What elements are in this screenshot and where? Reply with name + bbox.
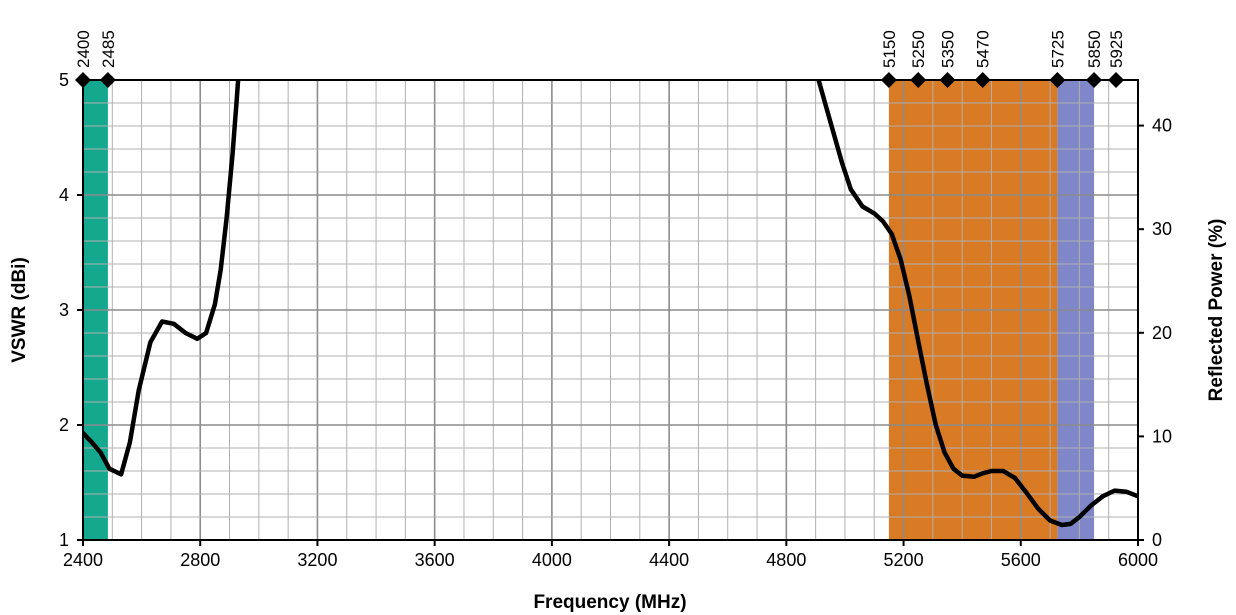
band-marker-diamond [974,72,991,88]
x-tick-label: 4800 [766,550,806,570]
band-marker-label: 2485 [99,30,118,68]
band-marker-label: 5850 [1085,30,1104,68]
y-tick-label: 4 [59,185,69,205]
band-marker-label: 5470 [974,30,993,68]
x-tick-label: 2400 [63,550,103,570]
x-axis-title: Frequency (MHz) [533,592,686,613]
band-marker-label: 5350 [939,30,958,68]
y-axis-title: VSWR (dBi) [9,257,30,363]
y2-tick-label: 10 [1152,426,1172,446]
series-lines [83,80,1138,528]
y-tick-label: 3 [59,300,69,320]
y-tick-label: 1 [59,530,69,550]
y2-tick-label: 0 [1152,530,1162,550]
y-tick-label: 5 [59,70,69,90]
vswr-line-segment-2 [816,80,1138,528]
x-tick-label: 4000 [532,550,572,570]
y-tick-label: 2 [59,415,69,435]
tick-labels: 2400 2800 3200 3600 4000 4400 4800 5200 5600 6000… [59,70,1172,570]
vswr-line-segment-1 [83,80,241,477]
band-marker-diamond [99,72,116,88]
band-marker-diamond [880,72,897,88]
band-marker-label: 5150 [880,30,899,68]
x-tick-label: 2800 [180,550,220,570]
y2-axis-title: Reflected Power (%) [1206,219,1227,402]
band-marker-label: 2400 [74,30,93,68]
grid [83,80,1138,540]
y2-tick-label: 30 [1152,219,1172,239]
band-marker-diamond [910,72,927,88]
x-tick-label: 5200 [884,550,924,570]
band-markers: 2400 2485 5150 5250 5350 5470 5725 5850 5925 [74,30,1126,88]
y2-tick-label: 20 [1152,323,1172,343]
band-marker-diamond [1086,72,1103,88]
band-marker-diamond [939,72,956,88]
x-tick-label: 3600 [415,550,455,570]
y2-tick-label: 40 [1152,116,1172,136]
x-tick-label: 5600 [1001,550,1041,570]
band-marker-label: 5250 [909,30,928,68]
x-tick-label: 4400 [649,550,689,570]
band-marker-label: 5925 [1107,30,1126,68]
x-tick-label: 6000 [1118,550,1158,570]
band-marker-diamond [1049,72,1066,88]
band-marker-label: 5725 [1048,30,1067,68]
band-marker-diamond [1108,72,1125,88]
x-tick-label: 3200 [297,550,337,570]
